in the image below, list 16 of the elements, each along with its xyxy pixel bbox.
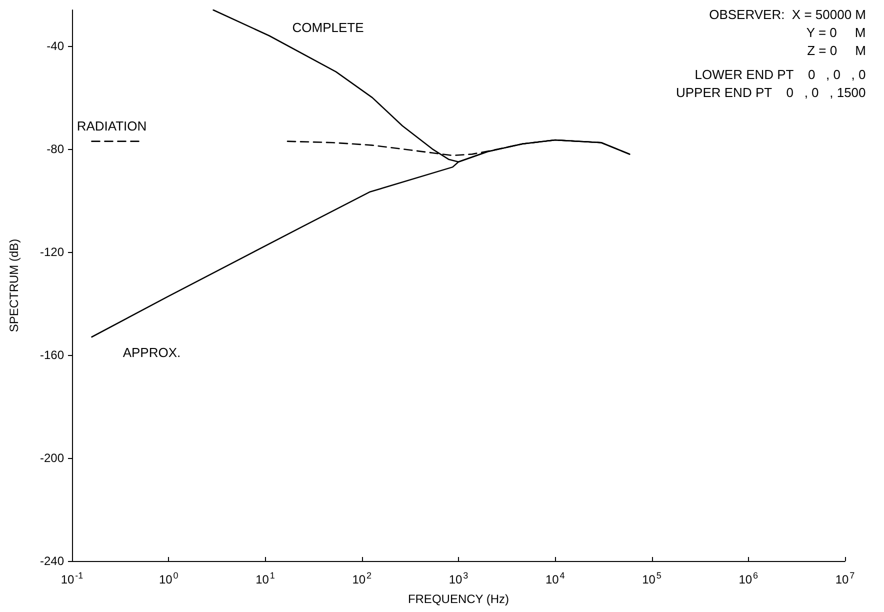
y-tick-label: -200 (40, 451, 64, 466)
y-tick-label: -120 (40, 245, 64, 260)
y-axis-title: SPECTRUM (dB) (7, 238, 21, 332)
y-tick-label: -40 (46, 39, 64, 54)
series-label: APPROX. (122, 344, 181, 360)
annotation: LOWER END PT 0 , 0 , 0 (694, 67, 866, 82)
annotation: OBSERVER: X = 50000 M (709, 7, 866, 22)
y-tick-label: -240 (40, 554, 64, 568)
y-tick-label: -80 (46, 142, 64, 156)
y-tick-label: -160 (40, 348, 64, 362)
annotation: UPPER END PT 0 , 0 , 1500 (676, 85, 866, 100)
x-axis-title: FREQUENCY (Hz) (408, 592, 510, 606)
series-label: RADIATION (76, 118, 147, 134)
annotation: Y = 0 M (806, 25, 866, 40)
series-label: COMPLETE (292, 20, 364, 36)
annotation: Z = 0 M (807, 43, 866, 58)
